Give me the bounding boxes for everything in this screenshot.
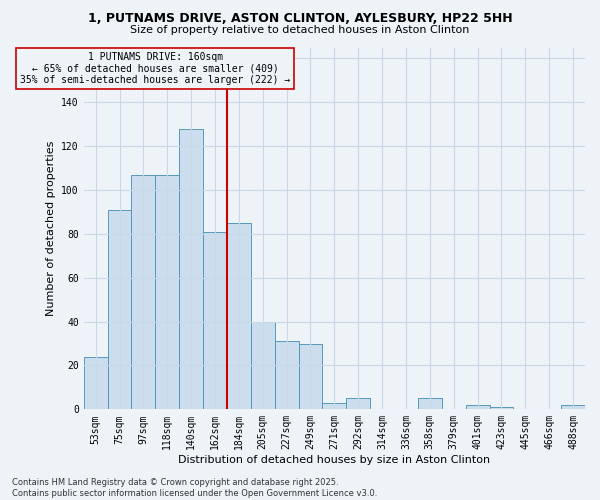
Bar [466,405,490,409]
Text: 1, PUTNAMS DRIVE, ASTON CLINTON, AYLESBURY, HP22 5HH: 1, PUTNAMS DRIVE, ASTON CLINTON, AYLESBU… [88,12,512,26]
Bar [275,342,299,409]
Bar [83,356,107,410]
Bar [203,232,227,410]
Y-axis label: Number of detached properties: Number of detached properties [46,140,56,316]
X-axis label: Distribution of detached houses by size in Aston Clinton: Distribution of detached houses by size … [178,455,490,465]
Bar [155,174,179,410]
Text: Contains HM Land Registry data © Crown copyright and database right 2025.
Contai: Contains HM Land Registry data © Crown c… [12,478,377,498]
Bar [107,210,131,410]
Text: 1 PUTNAMS DRIVE: 160sqm
← 65% of detached houses are smaller (409)
35% of semi-d: 1 PUTNAMS DRIVE: 160sqm ← 65% of detache… [20,52,290,85]
Text: Size of property relative to detached houses in Aston Clinton: Size of property relative to detached ho… [130,25,470,35]
Bar [299,344,322,409]
Bar [131,174,155,410]
Bar [346,398,370,409]
Bar [227,223,251,410]
Bar [179,128,203,410]
Bar [561,405,585,409]
Bar [418,398,442,409]
Bar [322,403,346,409]
Bar [251,322,275,410]
Bar [490,407,514,410]
